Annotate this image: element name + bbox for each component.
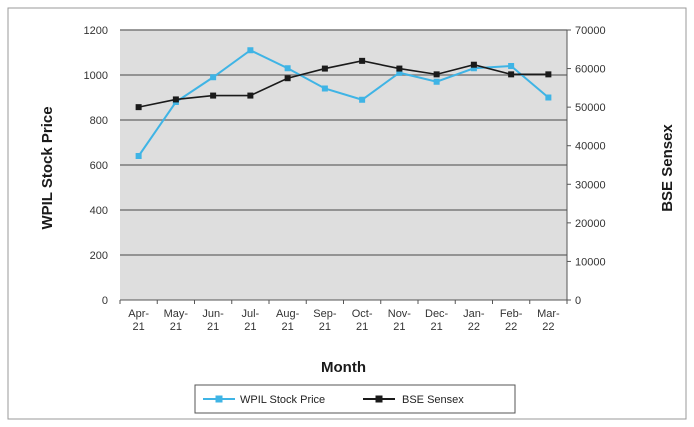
x-tick-label: Aug-21 (276, 308, 300, 333)
data-point-series-0 (470, 65, 477, 72)
y-left-tick-label: 0 (102, 295, 108, 307)
x-tick-label: Sep-21 (313, 308, 337, 333)
data-point-series-1 (545, 71, 552, 78)
legend-swatch-marker-bse (375, 395, 383, 403)
legend-swatch-marker-wpil (215, 395, 223, 403)
data-point-series-1 (247, 92, 254, 99)
y-left-tick-label: 800 (90, 115, 108, 127)
data-point-series-0 (247, 47, 254, 54)
data-point-series-0 (210, 74, 217, 81)
x-tick-label: Nov-21 (388, 308, 412, 333)
y-right-tick-label: 60000 (575, 64, 606, 76)
series-line-0 (137, 49, 550, 157)
x-axis-title: Month (321, 359, 366, 376)
data-point-series-0 (508, 63, 515, 69)
legend-box (194, 384, 516, 414)
y-left-tick-label: 1200 (84, 25, 108, 37)
y-left-tick-label: 400 (90, 205, 108, 217)
x-tick-label: Apr-21 (128, 308, 149, 333)
data-point-series-0 (321, 85, 328, 92)
axes: 0 200 400 600 800 1000 1200 0 10000 20000 30000 400… (84, 25, 606, 333)
data-point-series-1 (508, 71, 515, 78)
data-point-series-1 (433, 71, 440, 78)
y-right-tick-label: 10000 (575, 256, 606, 268)
data-point-series-0 (433, 78, 440, 85)
data-point-series-0 (284, 65, 291, 72)
y-axis-right-title: BSE Sensex (659, 124, 676, 212)
data-point-series-1 (210, 92, 217, 99)
legend: WPIL Stock Price BSE Sensex (194, 384, 516, 414)
data-point-series-1 (284, 75, 291, 82)
x-tick-label: Jan-22 (463, 308, 485, 333)
x-tick-label: Jun-21 (202, 308, 224, 333)
y-right-tick-label: 70000 (575, 25, 606, 37)
y-left-tick-label: 1000 (84, 70, 108, 82)
data-point-series-0 (545, 94, 552, 101)
labels: Month WPIL Stock Price BSE Sensex (39, 106, 676, 376)
data-point-series-0 (359, 96, 366, 103)
series-layer (135, 47, 552, 159)
y-axis-left-title: WPIL Stock Price (39, 106, 56, 229)
data-point-series-1 (470, 61, 477, 68)
data-point-series-1 (321, 65, 328, 72)
data-point-series-1 (359, 57, 366, 64)
x-tick-label: Oct-21 (352, 308, 373, 333)
x-tick-label: Dec-21 (425, 308, 449, 333)
x-tick-label: May-21 (164, 308, 189, 333)
gridlines (120, 29, 567, 256)
data-point-series-1 (172, 96, 179, 103)
data-point-series-1 (135, 104, 142, 111)
x-tick-label: Feb-22 (500, 308, 523, 333)
data-point-series-1 (396, 65, 403, 72)
y-right-tick-label: 0 (575, 295, 581, 307)
x-tick-label: Mar-22 (537, 308, 560, 333)
legend-label-wpil: WPIL Stock Price (240, 394, 325, 406)
legend-label-bse: BSE Sensex (402, 394, 464, 406)
y-right-tick-label: 20000 (575, 218, 606, 230)
data-point-series-0 (396, 69, 403, 76)
series-line-1 (138, 60, 549, 108)
data-point-series-0 (135, 153, 142, 159)
y-left-tick-label: 600 (90, 160, 108, 172)
y-right-tick-label: 50000 (575, 102, 606, 114)
y-left-tick-label: 200 (90, 250, 108, 262)
y-right-tick-label: 40000 (575, 141, 606, 153)
y-right-tick-label: 30000 (575, 179, 606, 191)
x-tick-label: Jul-21 (242, 308, 260, 333)
